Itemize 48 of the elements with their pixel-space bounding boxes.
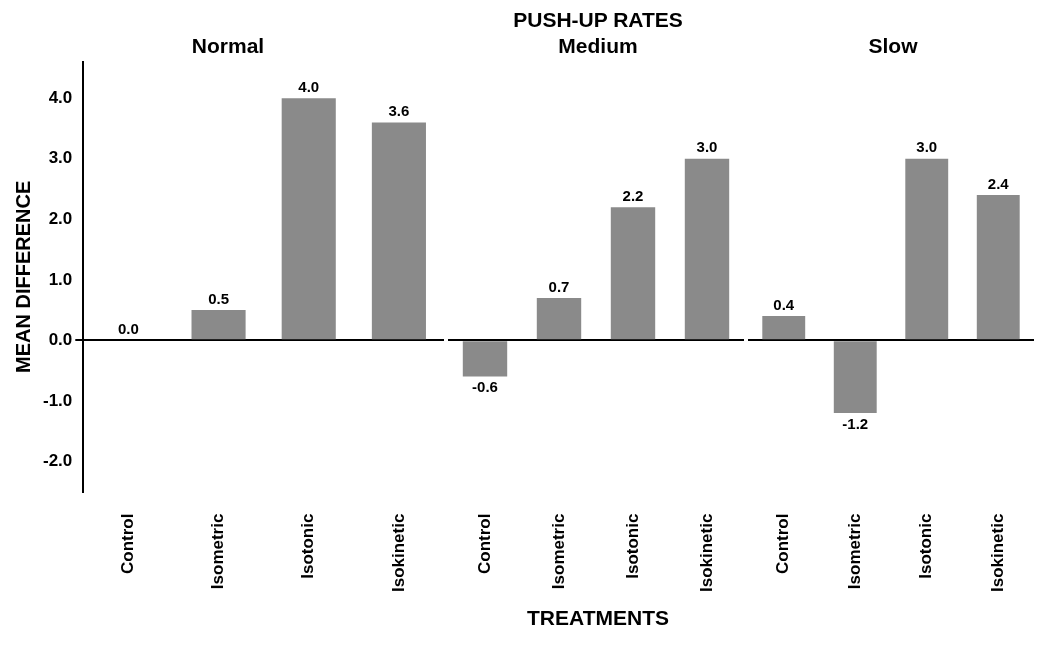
bar [610, 207, 656, 340]
data-label: 0.7 [548, 277, 570, 295]
x-axis-title: TREATMENTS [527, 606, 669, 629]
y-tick-label: 1.0 [48, 269, 73, 289]
chart-subtitle: Slow [867, 34, 919, 58]
x-tick-label: Isotonic [298, 513, 318, 579]
data-label: 0.5 [208, 289, 229, 307]
chart-subtitle: Normal [190, 34, 266, 58]
chart-title: PUSH-UP RATES [513, 8, 683, 31]
y-tick-label: 3.0 [48, 148, 73, 168]
y-tick-label: -2.0 [43, 451, 73, 471]
x-tick-label: Isometric [208, 513, 228, 590]
data-label: 0.0 [117, 319, 139, 337]
bar [191, 310, 246, 340]
y-tick-label: 0.0 [48, 330, 73, 350]
data-label: -1.2 [842, 414, 869, 432]
bar [905, 158, 949, 340]
data-label: 2.2 [622, 186, 644, 204]
data-label: 3.6 [388, 102, 410, 120]
x-tick-label: Control [773, 513, 793, 575]
bar [462, 341, 508, 377]
x-tick-label: Isokinetic [987, 513, 1007, 592]
bar [833, 341, 877, 413]
bar [684, 158, 730, 340]
x-tick-label: Control [118, 513, 138, 575]
y-tick-label: -1.0 [43, 390, 73, 410]
x-tick-label: Control [474, 513, 494, 575]
bar [371, 122, 426, 340]
x-tick-label: Isotonic [622, 513, 642, 579]
y-tick-label: 2.0 [48, 209, 73, 228]
chart-subtitle: Medium [557, 34, 639, 58]
x-tick-label: Isokinetic [696, 513, 716, 592]
bar [976, 195, 1020, 340]
bar [281, 98, 336, 340]
y-tick-label: 4.0 [48, 87, 73, 107]
data-label: 2.4 [987, 174, 1010, 192]
y-axis-title: MEAN DIFFERENCE [11, 180, 34, 373]
x-tick-label: Isometric [548, 513, 568, 590]
data-label: 3.0 [696, 138, 718, 156]
data-label: -0.6 [472, 378, 498, 396]
data-label: 0.4 [773, 295, 795, 313]
bar [762, 316, 806, 340]
x-tick-label: Isometric [844, 513, 864, 590]
data-label: 3.0 [916, 138, 938, 156]
x-tick-label: Isokinetic [388, 513, 408, 592]
x-tick-label: Isotonic [916, 513, 936, 579]
bar [536, 297, 582, 340]
data-label: 4.0 [298, 77, 320, 95]
